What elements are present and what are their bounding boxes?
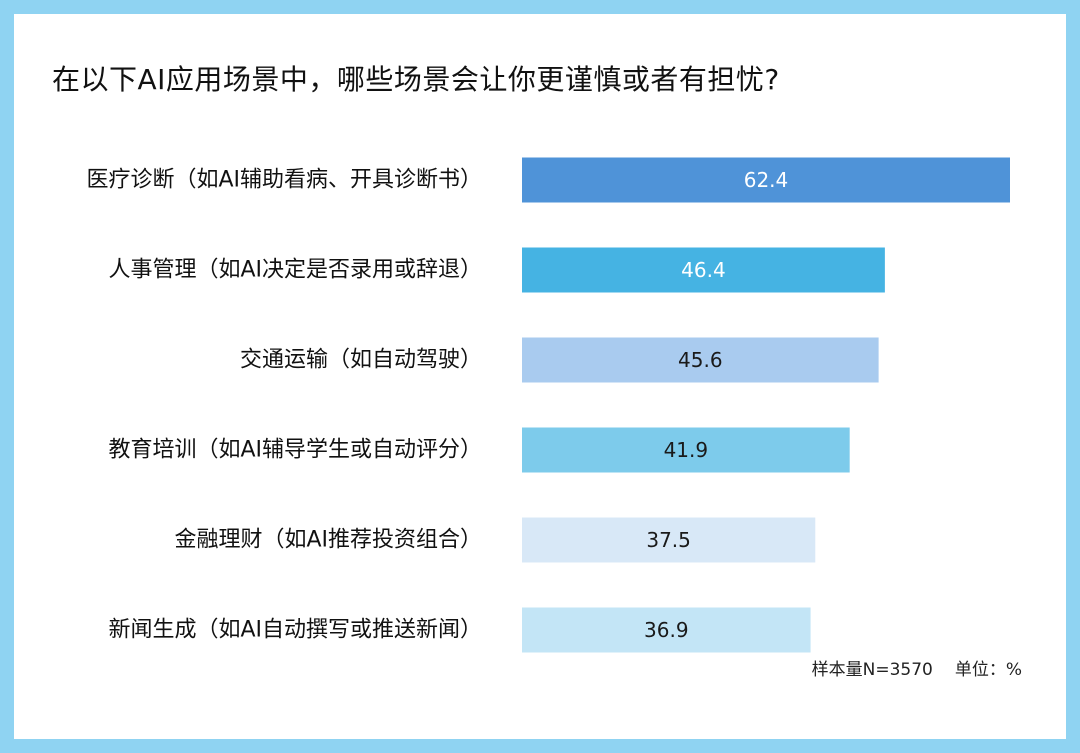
unit-note: 单位：% [954,660,1022,680]
category-label: 金融理财（如AI推荐投资组合） [174,528,482,553]
category-label: 交通运输（如自动驾驶） [240,348,482,373]
bar [522,157,1010,203]
data-label: 37.5 [646,528,691,552]
bar [522,427,850,473]
footnote: 样本量N=3570 单位：% [812,655,1022,680]
data-label: 45.6 [678,348,723,372]
bar [522,607,811,653]
data-label: 46.4 [681,258,726,282]
sample-size-note: 样本量N=3570 [811,660,933,680]
category-label: 医疗诊断（如AI辅助看病、开具诊断书） [86,168,482,193]
category-label: 人事管理（如AI决定是否录用或辞退） [108,258,482,283]
category-label: 新闻生成（如AI自动撰写或推送新闻） [108,618,482,643]
bar [522,247,885,293]
data-label: 62.4 [744,168,789,192]
data-label: 41.9 [664,438,709,462]
bar [522,517,816,563]
category-label: 教育培训（如AI辅导学生或自动评分） [108,438,482,463]
chart-title: 在以下AI应用场景中，哪些场景会让你更谨慎或者有担忧? [52,63,780,96]
data-label: 36.9 [644,618,689,642]
bar [522,337,879,383]
